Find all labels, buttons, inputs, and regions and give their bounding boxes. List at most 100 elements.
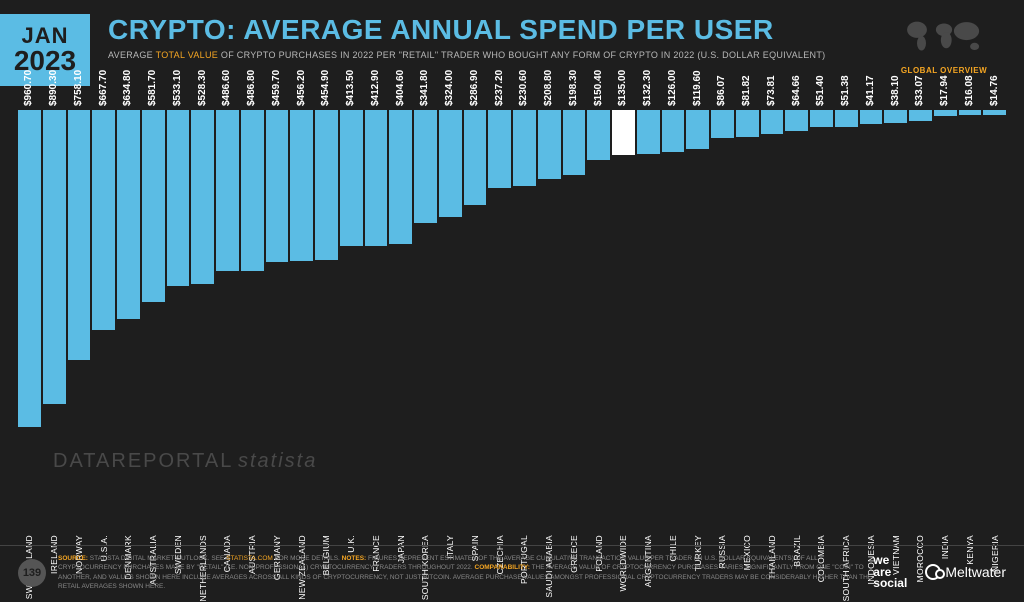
bar-item: $51.40COLOMBIA: [810, 110, 833, 529]
bar-value: $16.08: [964, 75, 975, 106]
bar-rect: $41.17: [860, 110, 883, 124]
bar-rect: $486.60: [216, 110, 239, 271]
bar-value: $38.10: [890, 75, 901, 106]
bar-value: $454.90: [320, 70, 331, 106]
bar-value: $81.82: [741, 75, 752, 106]
bar-value: $456.20: [296, 70, 307, 106]
bar-item: $413.50U.K.: [340, 110, 363, 529]
bar-value: $17.94: [939, 75, 950, 106]
bar-rect: $135.00: [612, 110, 635, 155]
bar-value: $51.38: [840, 75, 851, 106]
source-text-2: FOR MORE DETAILS.: [273, 555, 342, 562]
bar-item: $341.80SOUTH KOREA: [414, 110, 437, 529]
bar-rect: $237.20: [488, 110, 511, 188]
footer: 139 SOURCE: STATISTA DIGITAL MARKET OUTL…: [0, 545, 1024, 599]
bar-rect: $208.80: [538, 110, 561, 179]
title-block: CRYPTO: AVERAGE ANNUAL SPEND PER USER AV…: [90, 14, 884, 60]
bar-item: $667.70U.S.A.: [92, 110, 115, 529]
bar-rect: $81.82: [736, 110, 759, 137]
bar-rect: $456.20: [290, 110, 313, 261]
bar-rect: $412.90: [365, 110, 388, 246]
page-number: 139: [18, 559, 46, 587]
bar-item: $17.94INDIA: [934, 110, 957, 529]
bar-rect: $890.30: [43, 110, 66, 404]
source-text: STATISTA DIGITAL MARKET OUTLOOK. SEE: [88, 555, 226, 562]
bar-value: $960.70: [23, 70, 34, 106]
footnote: SOURCE: STATISTA DIGITAL MARKET OUTLOOK.…: [58, 554, 873, 590]
bar-item: $14.76NIGERIA: [983, 110, 1006, 529]
bar-value: $286.90: [469, 70, 480, 106]
bar-item: $758.10NORWAY: [68, 110, 91, 529]
page-subtitle: AVERAGE TOTAL VALUE OF CRYPTO PURCHASES …: [108, 50, 884, 60]
bar-value: $634.80: [122, 70, 133, 106]
bar-value: $14.76: [989, 75, 1000, 106]
bar-item: $198.30GREECE: [563, 110, 586, 529]
bar-value: $230.60: [518, 70, 529, 106]
globe-label: GLOBAL OVERVIEW: [884, 66, 1004, 75]
bar-value: $208.80: [543, 70, 554, 106]
bar-rect: $286.90: [464, 110, 487, 205]
bars-container: $960.70SWITZERLAND$890.30IRELAND$758.10N…: [18, 110, 1006, 529]
bar-value: $890.30: [48, 70, 59, 106]
bar-item: $73.81THAILAND: [761, 110, 784, 529]
bar-rect: $86.07: [711, 110, 734, 138]
bar-rect: $38.10: [884, 110, 907, 123]
bar-item: $533.10SWEDEN: [167, 110, 190, 529]
bar-rect: $528.30: [191, 110, 214, 284]
bar-rect: $758.10: [68, 110, 91, 360]
bar-item: $237.20CZECHIA: [488, 110, 511, 529]
bar-value: $667.70: [98, 70, 109, 106]
subtitle-highlight: TOTAL VALUE: [156, 50, 219, 60]
bar-value: $150.40: [593, 70, 604, 106]
bar-value: $119.60: [692, 70, 703, 106]
bar-item: $208.80SAUDI ARABIA: [538, 110, 561, 529]
bar-rect: $14.76: [983, 110, 1006, 115]
bar-value: $33.07: [914, 75, 925, 106]
bar-item: $459.70GERMANY: [266, 110, 289, 529]
bar-value: $135.00: [617, 70, 628, 106]
bar-rect: $150.40: [587, 110, 610, 160]
bar-rect: $51.38: [835, 110, 858, 127]
bar-rect: $533.10: [167, 110, 190, 286]
bar-item: $126.00CHILE: [662, 110, 685, 529]
bar-item: $16.08KENYA: [959, 110, 982, 529]
bar-value: $581.70: [147, 70, 158, 106]
bar-item: $150.40POLAND: [587, 110, 610, 529]
world-map-icon: [894, 14, 994, 59]
bar-rect: $454.90: [315, 110, 338, 260]
bar-value: $412.90: [370, 70, 381, 106]
bar-item: $634.80DENMARK: [117, 110, 140, 529]
bar-item: $581.70AUSTRALIA: [142, 110, 165, 529]
bar-rect: $459.70: [266, 110, 289, 262]
bar-chart: DATAREPORTAL statista $960.70SWITZERLAND…: [18, 110, 1006, 529]
bar-item: $404.60JAPAN: [389, 110, 412, 529]
bar-value: $533.10: [172, 70, 183, 106]
bar-item: $456.20NEW ZEALAND: [290, 110, 313, 529]
bar-rect: $198.30: [563, 110, 586, 175]
was-line-3: social: [873, 578, 907, 589]
bar-value: $51.40: [815, 75, 826, 106]
bar-value: $404.60: [395, 70, 406, 106]
bar-value: $341.80: [419, 70, 430, 106]
bar-rect: $51.40: [810, 110, 833, 127]
bar-value: $132.30: [642, 70, 653, 106]
bar-item: $86.07RUSSIA: [711, 110, 734, 529]
bar-item: $38.10VIETNAM: [884, 110, 907, 529]
bar-item: $324.00ITALY: [439, 110, 462, 529]
bar-item: $51.38SOUTH AFRICA: [835, 110, 858, 529]
bar-item: $132.30ARGENTINA: [637, 110, 660, 529]
bar-rect: $33.07: [909, 110, 932, 121]
meltwater-text: Meltwater: [945, 564, 1006, 580]
bar-rect: $324.00: [439, 110, 462, 217]
globe-block: GLOBAL OVERVIEW: [884, 14, 1004, 75]
source-link: STATISTA.COM: [226, 555, 273, 562]
bar-value: $64.66: [791, 75, 802, 106]
notes-label: NOTES:: [342, 555, 367, 562]
bar-value: $758.10: [73, 70, 84, 106]
bar-rect: $581.70: [142, 110, 165, 302]
page-title: CRYPTO: AVERAGE ANNUAL SPEND PER USER: [108, 14, 884, 46]
bar-item: $230.60PORTUGAL: [513, 110, 536, 529]
source-label: SOURCE:: [58, 555, 88, 562]
bar-value: $528.30: [197, 70, 208, 106]
bar-rect: $126.00: [662, 110, 685, 152]
